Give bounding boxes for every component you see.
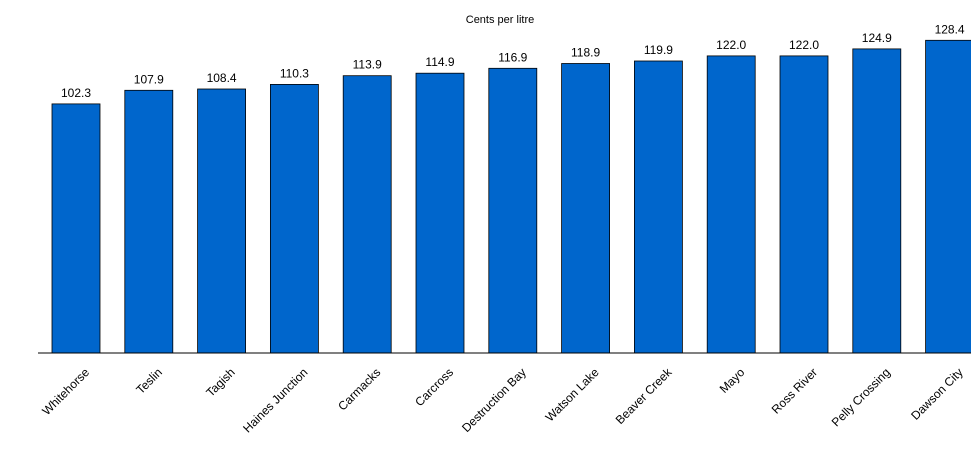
value-label-1: 107.9: [134, 72, 164, 86]
bar-6: [488, 67, 538, 354]
bar-10: [779, 55, 829, 354]
value-label-5: 114.9: [425, 55, 454, 69]
bar-5: [415, 72, 465, 354]
value-label-2: 108.4: [207, 71, 237, 85]
bar-11: [852, 48, 902, 354]
value-label-12: 128.4: [935, 22, 965, 36]
category-label-10: Ross River: [769, 365, 820, 416]
category-label-7: Watson Lake: [543, 365, 602, 424]
value-label-0: 102.3: [61, 86, 91, 100]
bar-8: [634, 60, 683, 354]
bar-0: [51, 103, 101, 354]
bars-group: [51, 39, 971, 354]
category-label-5: Carcross: [412, 365, 456, 409]
bar-7: [561, 63, 610, 354]
category-label-2: Tagish: [203, 365, 237, 399]
category-label-4: Carmacks: [335, 365, 383, 413]
value-label-9: 122.0: [716, 38, 746, 52]
category-label-11: Pelly Crossing: [829, 365, 893, 429]
bar-4: [342, 75, 392, 354]
value-label-7: 118.9: [571, 46, 600, 60]
chart-title: Cents per litre: [466, 14, 534, 26]
category-label-0: Whitehorse: [39, 365, 92, 418]
category-label-1: Teslin: [133, 365, 165, 397]
category-label-6: Destruction Bay: [459, 365, 529, 435]
bar-1: [124, 89, 174, 354]
bar-9: [706, 55, 756, 354]
category-label-3: Haines Junction: [240, 365, 310, 435]
value-label-4: 113.9: [353, 58, 382, 72]
category-labels-group: Whitehorse Teslin Tagish Haines Junction Car…: [39, 365, 965, 436]
category-label-9: Mayo: [717, 365, 748, 396]
bar-3: [269, 84, 319, 354]
value-label-8: 119.9: [644, 43, 673, 57]
value-labels-group: 102.3 107.9 108.4 110.3 113.9 114.9 116.9 118.9…: [61, 22, 965, 100]
bar-2: [197, 88, 247, 354]
category-label-12: Dawson City: [908, 365, 966, 423]
value-label-11: 124.9: [862, 31, 892, 45]
category-label-8: Beaver Creek: [613, 365, 675, 427]
value-label-3: 110.3: [280, 66, 309, 80]
value-label-10: 122.0: [789, 38, 819, 52]
bar-12: [925, 39, 971, 354]
value-label-6: 116.9: [498, 50, 527, 64]
